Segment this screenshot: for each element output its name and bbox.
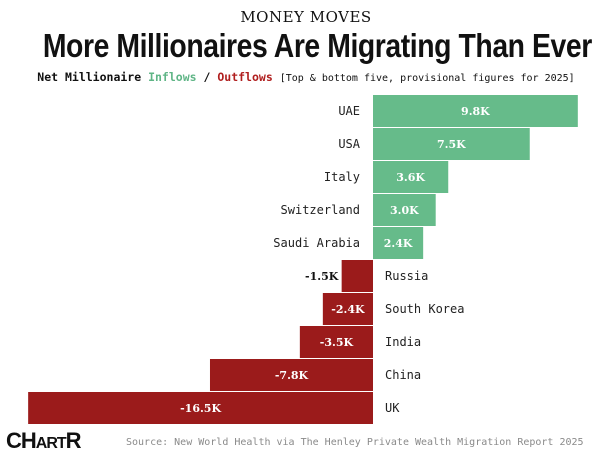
data-label-south-korea: -2.4K bbox=[331, 303, 365, 316]
category-label-russia: Russia bbox=[385, 269, 428, 283]
bar-india bbox=[299, 326, 373, 358]
bar-russia bbox=[341, 260, 373, 292]
data-label-switzerland: 3.0K bbox=[390, 204, 419, 217]
data-label-usa: 7.5K bbox=[437, 138, 466, 151]
subtitle-note: [Top & bottom five, provisional figures … bbox=[279, 73, 575, 84]
source-note: Source: New World Health via The Henley … bbox=[126, 437, 584, 448]
subtitle-separator: / bbox=[203, 70, 211, 84]
subtitle-outflows: Outflows bbox=[217, 70, 273, 84]
data-label-china: -7.8K bbox=[275, 369, 309, 382]
data-label-russia: -1.5K bbox=[305, 270, 339, 283]
subtitle-lead: Net Millionaire bbox=[37, 70, 142, 84]
kicker: MONEY MOVES bbox=[240, 8, 372, 26]
bar-saudi-arabia bbox=[373, 227, 424, 259]
category-label-uk: UK bbox=[385, 401, 400, 415]
chart-title: More Millionaires Are Migrating Than Eve… bbox=[42, 27, 592, 64]
chartr-logo: CHARTR bbox=[6, 428, 82, 453]
bar-usa bbox=[373, 128, 530, 160]
category-label-italy: Italy bbox=[324, 170, 360, 184]
chart-subtitle: Net Millionaire Inflows / Outflows [Top … bbox=[0, 70, 612, 84]
bar-uae bbox=[373, 95, 578, 127]
category-label-switzerland: Switzerland bbox=[281, 203, 360, 217]
bar-italy bbox=[373, 161, 449, 193]
bar-switzerland bbox=[373, 194, 436, 226]
data-label-uae: 9.8K bbox=[461, 105, 490, 118]
category-label-usa: USA bbox=[338, 137, 360, 151]
bar-china bbox=[209, 359, 373, 391]
category-label-china: China bbox=[385, 368, 421, 382]
subtitle-inflows: Inflows bbox=[148, 70, 197, 84]
data-label-uk: -16.5K bbox=[180, 402, 221, 415]
category-label-india: India bbox=[385, 335, 421, 349]
data-label-saudi-arabia: 2.4K bbox=[384, 237, 413, 250]
category-label-south-korea: South Korea bbox=[385, 302, 464, 316]
bar-south-korea bbox=[322, 293, 373, 325]
category-label-uae: UAE bbox=[338, 104, 360, 118]
bar-uk bbox=[28, 392, 374, 424]
data-label-india: -3.5K bbox=[320, 336, 354, 349]
data-label-italy: 3.6K bbox=[396, 171, 425, 184]
category-label-saudi-arabia: Saudi Arabia bbox=[273, 236, 360, 250]
